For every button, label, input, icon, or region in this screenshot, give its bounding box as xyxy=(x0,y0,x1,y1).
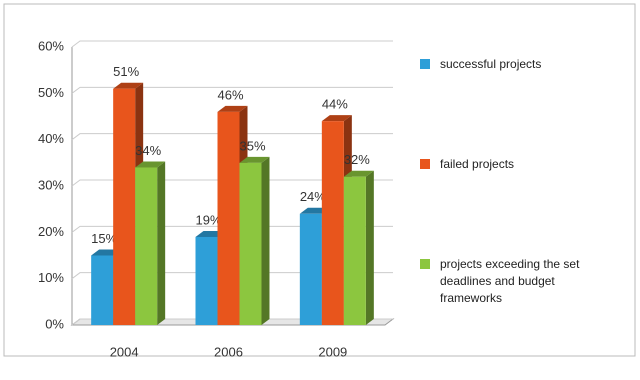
data-label: 51% xyxy=(113,64,139,79)
x-tick-label: 2006 xyxy=(214,344,243,359)
data-label: 32% xyxy=(344,152,370,167)
y-tick-label: 40% xyxy=(38,131,64,146)
data-label: 15% xyxy=(91,231,117,246)
data-label: 35% xyxy=(239,138,265,153)
legend-label: successful projects xyxy=(440,57,542,71)
bar xyxy=(91,255,114,325)
legend-swatch xyxy=(420,59,430,69)
grid-line xyxy=(71,40,393,48)
grid-line xyxy=(71,318,393,326)
bar xyxy=(113,88,136,325)
y-tick-label: 20% xyxy=(38,224,64,239)
bar-side xyxy=(157,161,166,325)
bar-top xyxy=(343,170,374,177)
data-label: 46% xyxy=(217,87,243,102)
legend-item: failed projects xyxy=(420,156,620,173)
bar xyxy=(299,213,322,325)
bar-top xyxy=(113,82,144,89)
bar xyxy=(321,121,344,325)
x-tick-label: 2009 xyxy=(318,344,347,359)
data-label: 34% xyxy=(135,143,161,158)
y-tick-label: 60% xyxy=(38,38,64,53)
y-tick-label: 30% xyxy=(38,177,64,192)
grid-line xyxy=(71,86,393,94)
legend-label: failed projects xyxy=(440,157,515,171)
legend-swatch xyxy=(420,159,430,169)
bar xyxy=(217,111,240,325)
data-label: 24% xyxy=(300,189,326,204)
bar xyxy=(135,167,158,325)
bar xyxy=(195,236,218,325)
bar-top xyxy=(217,105,248,112)
legend-swatch xyxy=(420,259,430,269)
bar xyxy=(239,162,262,325)
legend-item: successful projects xyxy=(420,56,620,73)
bar-side xyxy=(365,170,374,325)
x-tick-label: 2004 xyxy=(110,344,139,359)
bar xyxy=(343,176,366,325)
y-tick-label: 50% xyxy=(38,85,64,100)
chart-frame xyxy=(3,3,636,357)
bar-top xyxy=(321,115,352,122)
grid-line xyxy=(71,179,393,187)
bar-top xyxy=(239,156,270,163)
legend-label: projects exceeding the set deadlines and… xyxy=(440,257,580,305)
bar-top xyxy=(135,161,166,168)
grid-line xyxy=(71,272,393,280)
grid-line xyxy=(71,133,393,141)
data-label: 19% xyxy=(195,212,221,227)
y-tick-label: 10% xyxy=(38,270,64,285)
bar-side xyxy=(261,156,270,325)
legend-item: projects exceeding the set deadlines and… xyxy=(420,256,620,307)
y-tick-label: 0% xyxy=(45,316,64,331)
grid-line xyxy=(71,225,393,233)
data-label: 44% xyxy=(322,97,348,112)
